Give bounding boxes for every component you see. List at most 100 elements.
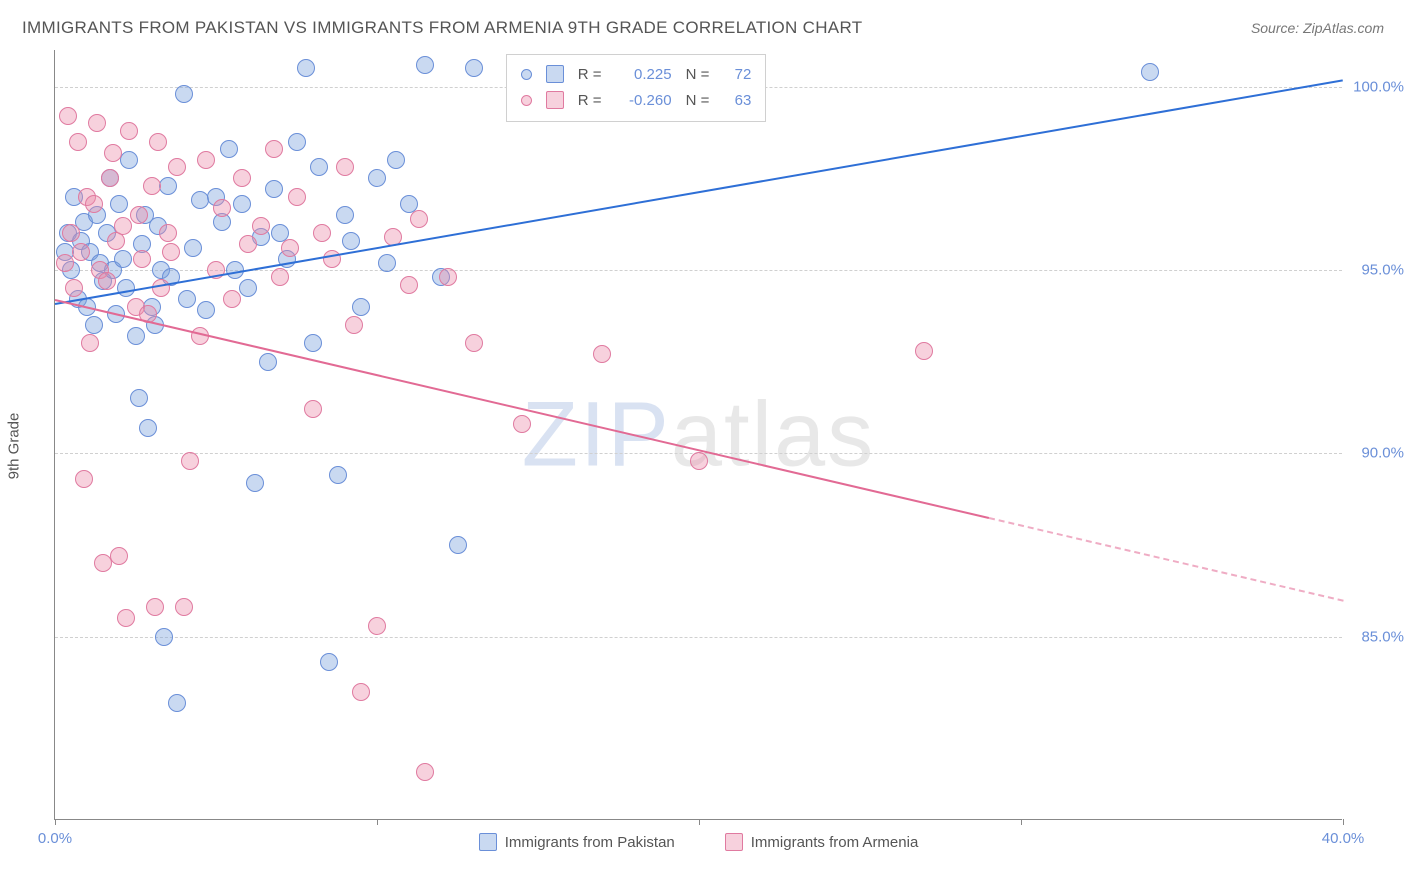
scatter-point-pakistan [368,169,386,187]
regression-line [55,299,989,519]
scatter-point-armenia [233,169,251,187]
series-legend: Immigrants from Pakistan Immigrants from … [55,833,1342,851]
scatter-point-armenia [101,169,119,187]
scatter-point-pakistan [168,694,186,712]
y-tick-label: 90.0% [1361,445,1404,462]
scatter-point-pakistan [352,298,370,316]
gridline-horizontal [55,637,1342,638]
scatter-point-pakistan [297,59,315,77]
scatter-point-armenia [120,122,138,140]
correlation-legend: R =0.225N =72R =-0.260N =63 [506,54,767,122]
scatter-point-armenia [239,235,257,253]
scatter-point-armenia [252,217,270,235]
scatter-point-armenia [265,140,283,158]
series-legend-item-pakistan: Immigrants from Pakistan [479,833,675,851]
source-attribution: Source: ZipAtlas.com [1251,20,1384,36]
scatter-point-pakistan [127,327,145,345]
scatter-point-pakistan [233,195,251,213]
scatter-point-armenia [168,158,186,176]
r-label: R = [578,66,602,83]
scatter-point-armenia [181,452,199,470]
scatter-point-pakistan [197,301,215,319]
scatter-point-pakistan [246,474,264,492]
n-label: N = [686,66,710,83]
scatter-point-armenia [223,290,241,308]
scatter-point-armenia [345,316,363,334]
correlation-legend-row-pakistan: R =0.225N =72 [521,61,752,87]
scatter-point-pakistan [265,180,283,198]
scatter-point-pakistan [1141,63,1159,81]
scatter-point-pakistan [159,177,177,195]
scatter-point-pakistan [310,158,328,176]
scatter-point-armenia [465,334,483,352]
scatter-point-armenia [72,243,90,261]
n-label: N = [686,92,710,109]
scatter-point-armenia [98,272,116,290]
scatter-point-armenia [75,470,93,488]
scatter-point-armenia [152,279,170,297]
scatter-point-pakistan [155,628,173,646]
scatter-point-armenia [85,195,103,213]
scatter-point-pakistan [117,279,135,297]
scatter-point-pakistan [114,250,132,268]
scatter-point-pakistan [465,59,483,77]
scatter-point-armenia [88,114,106,132]
scatter-point-armenia [146,598,164,616]
legend-swatch-icon [479,833,497,851]
scatter-point-armenia [439,268,457,286]
scatter-point-pakistan [336,206,354,224]
scatter-point-pakistan [85,316,103,334]
y-tick-label: 85.0% [1361,628,1404,645]
scatter-point-armenia [288,188,306,206]
scatter-point-armenia [400,276,418,294]
correlation-legend-row-armenia: R = -0.260 N = 63 [521,87,752,113]
plot-area: ZIPatlas 85.0%90.0%95.0%100.0%0.0%40.0%R… [54,50,1342,820]
series-legend-label: Immigrants from Armenia [751,834,919,851]
scatter-point-pakistan [178,290,196,308]
scatter-point-armenia [59,107,77,125]
scatter-point-armenia [368,617,386,635]
scatter-point-armenia [416,763,434,781]
scatter-point-armenia [352,683,370,701]
scatter-point-armenia [117,609,135,627]
y-axis-label: 9th Grade [6,413,23,480]
scatter-point-armenia [69,133,87,151]
chart-title: IMMIGRANTS FROM PAKISTAN VS IMMIGRANTS F… [22,18,862,38]
title-bar: IMMIGRANTS FROM PAKISTAN VS IMMIGRANTS F… [22,18,1384,38]
scatter-point-pakistan [288,133,306,151]
scatter-point-armenia [143,177,161,195]
scatter-point-armenia [62,224,80,242]
regression-line [989,517,1344,602]
scatter-point-pakistan [110,195,128,213]
r-label: R = [578,92,602,109]
legend-marker-icon [521,69,532,80]
scatter-point-armenia [56,254,74,272]
scatter-point-armenia [271,268,289,286]
scatter-point-armenia [513,415,531,433]
x-tick-mark [1343,819,1344,825]
scatter-point-armenia [213,199,231,217]
scatter-point-armenia [175,598,193,616]
scatter-point-armenia [159,224,177,242]
scatter-point-armenia [110,547,128,565]
scatter-point-armenia [130,206,148,224]
scatter-point-armenia [149,133,167,151]
scatter-point-pakistan [449,536,467,554]
scatter-point-armenia [690,452,708,470]
n-value: 63 [723,92,751,109]
scatter-point-armenia [114,217,132,235]
watermark-part-1: ZIP [522,383,671,485]
series-legend-item-armenia: Immigrants from Armenia [725,833,919,851]
scatter-point-armenia [197,151,215,169]
source-name: ZipAtlas.com [1303,20,1384,36]
scatter-point-pakistan [387,151,405,169]
watermark: ZIPatlas [522,382,875,487]
legend-swatch-icon [546,91,564,109]
scatter-point-armenia [162,243,180,261]
scatter-point-armenia [336,158,354,176]
scatter-point-pakistan [239,279,257,297]
r-value: -0.260 [616,92,672,109]
legend-marker-icon [521,95,532,106]
scatter-point-pakistan [416,56,434,74]
scatter-point-armenia [410,210,428,228]
